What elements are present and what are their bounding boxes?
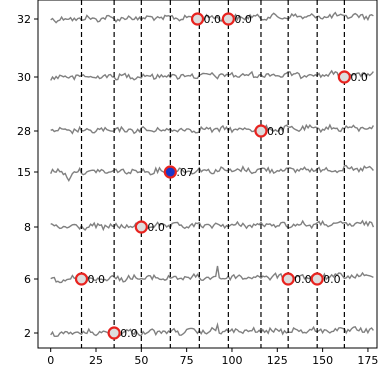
data-label: 0.0 <box>323 273 341 286</box>
data-point <box>74 272 89 286</box>
data-label: 0.0 <box>294 273 312 286</box>
x-tick-label: 50 <box>134 354 148 367</box>
plot-frame <box>37 0 378 349</box>
data-point <box>221 12 235 26</box>
data-label: .07 <box>176 166 194 179</box>
data-label: 0.0 <box>120 327 138 340</box>
y-axis: 32 30 28 15 8 6 2 <box>17 13 38 340</box>
vertical-lines <box>80 0 345 348</box>
data-label: 0.0 <box>234 13 252 26</box>
series-line <box>50 164 374 183</box>
series-line <box>50 69 374 81</box>
y-tick-label: 28 <box>17 125 31 138</box>
x-tick-label: 75 <box>180 354 194 367</box>
y-tick-label: 6 <box>24 273 31 286</box>
data-label: 0.0 <box>147 221 165 234</box>
y-tick-label: 30 <box>17 71 31 84</box>
data-point <box>190 12 205 26</box>
data-label: 0.0 <box>88 273 106 286</box>
series-line <box>50 123 375 135</box>
series-line <box>50 11 374 24</box>
series-line <box>50 219 375 232</box>
data-point <box>337 70 351 84</box>
traces <box>50 11 375 338</box>
data-point <box>134 220 148 234</box>
y-tick-label: 32 <box>17 13 31 26</box>
data-point <box>163 165 177 179</box>
data-label: 0.0 <box>204 13 222 26</box>
x-tick-label: 175 <box>357 354 378 367</box>
data-label: 0.0 <box>350 71 368 84</box>
data-label: 0.0 <box>267 125 285 138</box>
x-tick-label: 0 <box>47 354 54 367</box>
data-point <box>107 326 121 340</box>
x-tick-label: 125 <box>267 354 288 367</box>
x-axis: 0 25 50 75 100 125 150 175 <box>47 348 378 367</box>
data-point <box>310 272 324 286</box>
y-tick-label: 8 <box>24 221 31 234</box>
x-tick-label: 150 <box>312 354 333 367</box>
data-point <box>281 272 295 286</box>
y-tick-label: 2 <box>24 327 31 340</box>
y-tick-label: 15 <box>17 166 31 179</box>
x-tick-label: 100 <box>221 354 242 367</box>
series-line <box>50 321 374 338</box>
x-tick-label: 25 <box>89 354 103 367</box>
markers: 0.0 0.0 0.0 0.0 .07 0.0 0.0 0.0 0.0 0.0 <box>74 12 368 340</box>
data-point <box>254 124 268 138</box>
